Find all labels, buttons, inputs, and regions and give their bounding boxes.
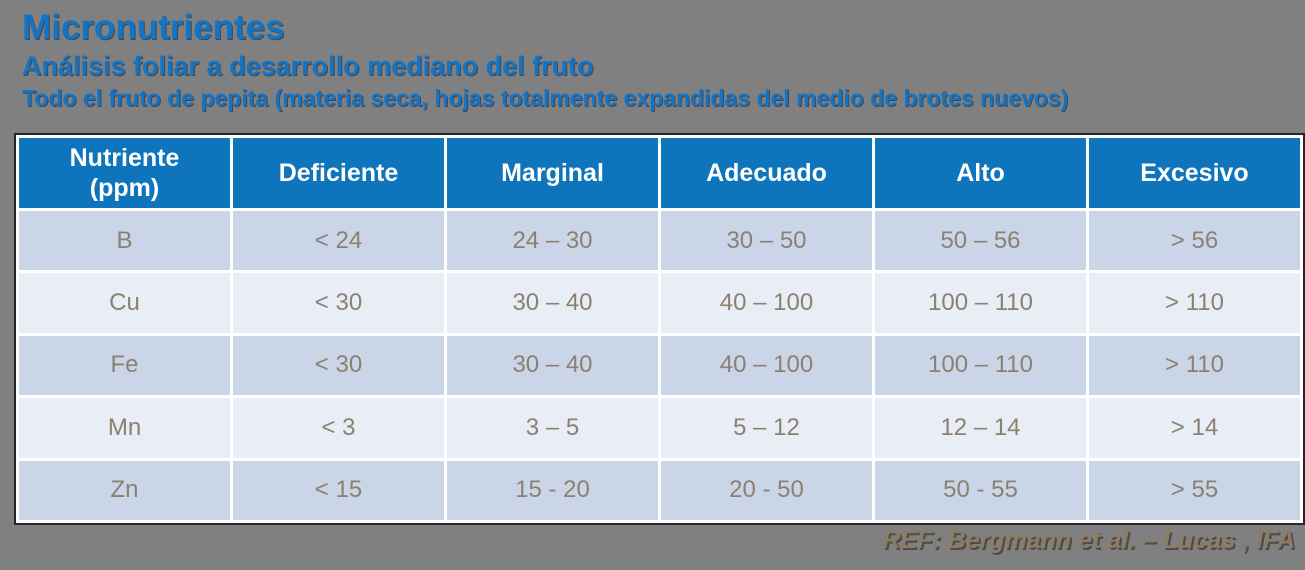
table-body: B < 24 24 – 30 30 – 50 50 – 56 > 56 Cu < 30 30 –… xyxy=(19,211,1300,520)
value-cell: 100 – 110 xyxy=(875,335,1086,396)
value-cell: 20 - 50 xyxy=(661,460,872,520)
nutrients-table-frame: Nutriente (ppm) Deficiente Marginal Adecuad… xyxy=(14,133,1305,525)
table-header-row: Nutriente (ppm) Deficiente Marginal Adecuad… xyxy=(19,138,1300,208)
nutrient-cell: Mn xyxy=(19,398,230,458)
table-row: Fe < 30 30 – 40 40 – 100 100 – 110 > 110 xyxy=(19,335,1300,396)
value-cell: > 110 xyxy=(1089,335,1300,396)
value-cell: < 3 xyxy=(233,398,444,458)
page-subtitle: Análisis foliar a desarrollo mediano del… xyxy=(22,50,594,81)
nutrient-cell: Zn xyxy=(19,460,230,520)
value-cell: 50 – 56 xyxy=(875,211,1086,271)
value-cell: < 30 xyxy=(233,335,444,396)
header-cell: Adecuado xyxy=(661,138,872,208)
value-cell: 30 – 40 xyxy=(447,273,658,333)
page-subtitle-2: Todo el fruto de pepita (materia seca, h… xyxy=(22,84,1069,111)
page-title: Micronutrientes xyxy=(22,8,285,47)
header-cell: Excesivo xyxy=(1089,138,1300,208)
nutrient-cell: B xyxy=(19,211,230,271)
value-cell: 40 – 100 xyxy=(661,273,872,333)
value-cell: < 15 xyxy=(233,460,444,520)
value-cell: 30 – 50 xyxy=(661,211,872,271)
value-cell: > 14 xyxy=(1089,398,1300,458)
value-cell: 3 – 5 xyxy=(447,398,658,458)
value-cell: 50 - 55 xyxy=(875,460,1086,520)
value-cell: 24 – 30 xyxy=(447,211,658,271)
value-cell: 40 – 100 xyxy=(661,335,872,396)
table-header: Nutriente (ppm) Deficiente Marginal Adecuad… xyxy=(19,138,1300,208)
reference-text: REF: Bergmann et al. – Lucas , IFA xyxy=(882,526,1295,554)
value-cell: > 55 xyxy=(1089,460,1300,520)
table-row: B < 24 24 – 30 30 – 50 50 – 56 > 56 xyxy=(19,211,1300,271)
nutrient-cell: Cu xyxy=(19,273,230,333)
header-cell: Deficiente xyxy=(233,138,444,208)
value-cell: 30 – 40 xyxy=(447,335,658,396)
header-cell: Marginal xyxy=(447,138,658,208)
value-cell: < 30 xyxy=(233,273,444,333)
value-cell: > 110 xyxy=(1089,273,1300,333)
value-cell: 5 – 12 xyxy=(661,398,872,458)
value-cell: 15 - 20 xyxy=(447,460,658,520)
value-cell: 100 – 110 xyxy=(875,273,1086,333)
value-cell: > 56 xyxy=(1089,211,1300,271)
table-row: Zn < 15 15 - 20 20 - 50 50 - 55 > 55 xyxy=(19,460,1300,520)
value-cell: 12 – 14 xyxy=(875,398,1086,458)
title-block: Micronutrientes Análisis foliar a desarr… xyxy=(22,6,1068,113)
nutrient-cell: Fe xyxy=(19,335,230,396)
header-cell: Nutriente (ppm) xyxy=(19,138,230,208)
header-cell: Alto xyxy=(875,138,1086,208)
value-cell: < 24 xyxy=(233,211,444,271)
table-row: Cu < 30 30 – 40 40 – 100 100 – 110 > 110 xyxy=(19,273,1300,333)
nutrients-table: Nutriente (ppm) Deficiente Marginal Adecuad… xyxy=(16,135,1303,523)
